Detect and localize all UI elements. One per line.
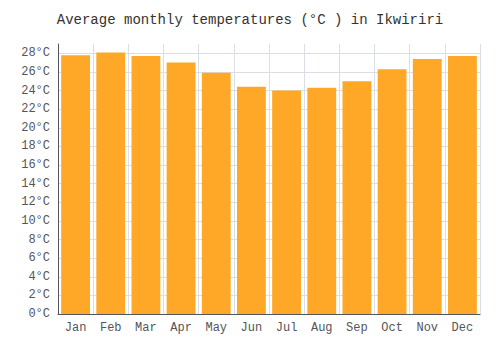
svg-text:May: May xyxy=(205,321,227,335)
svg-text:Feb: Feb xyxy=(100,321,122,335)
svg-text:12°C: 12°C xyxy=(21,195,50,209)
svg-text:Sep: Sep xyxy=(346,321,368,335)
svg-text:Nov: Nov xyxy=(416,321,438,335)
svg-text:4°C: 4°C xyxy=(28,270,50,284)
svg-text:8°C: 8°C xyxy=(28,233,50,247)
svg-text:Dec: Dec xyxy=(452,321,474,335)
svg-text:6°C: 6°C xyxy=(28,251,50,265)
svg-text:Mar: Mar xyxy=(135,321,157,335)
svg-text:28°C: 28°C xyxy=(21,46,50,60)
svg-text:22°C: 22°C xyxy=(21,102,50,116)
svg-text:20°C: 20°C xyxy=(21,121,50,135)
svg-text:Jul: Jul xyxy=(276,321,298,335)
svg-text:14°C: 14°C xyxy=(21,177,50,191)
svg-text:16°C: 16°C xyxy=(21,158,50,172)
svg-text:18°C: 18°C xyxy=(21,139,50,153)
svg-text:Average monthly temperatures (: Average monthly temperatures (°C ) in Ik… xyxy=(57,12,443,28)
svg-text:Apr: Apr xyxy=(170,321,192,335)
svg-text:2°C: 2°C xyxy=(28,288,50,302)
svg-text:Jun: Jun xyxy=(241,321,263,335)
svg-text:26°C: 26°C xyxy=(21,65,50,79)
svg-text:0°C: 0°C xyxy=(28,307,50,321)
svg-text:Oct: Oct xyxy=(381,321,403,335)
svg-text:24°C: 24°C xyxy=(21,84,50,98)
svg-text:10°C: 10°C xyxy=(21,214,50,228)
svg-text:Jan: Jan xyxy=(65,321,87,335)
svg-text:Aug: Aug xyxy=(311,321,333,335)
